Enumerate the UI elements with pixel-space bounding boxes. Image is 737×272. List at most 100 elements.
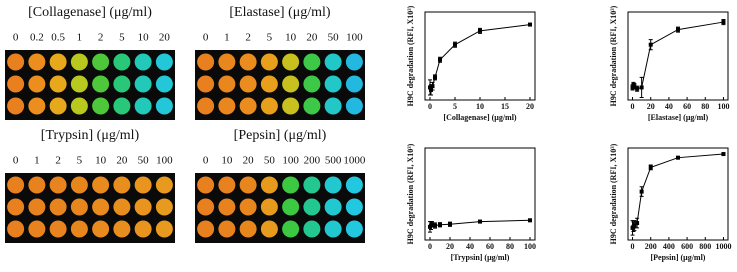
well — [134, 220, 152, 238]
concentration-label: 10 — [95, 155, 107, 167]
data-point — [453, 42, 457, 47]
well — [7, 53, 25, 71]
well — [70, 75, 88, 93]
well — [134, 198, 152, 216]
concentration-label: 100 — [282, 155, 299, 167]
data-point — [676, 155, 680, 160]
x-axis-label: [Elastase] (μg/ml) — [648, 113, 709, 122]
well — [49, 75, 67, 93]
well — [155, 53, 173, 71]
data-point — [632, 84, 637, 89]
concentration-label: 0 — [13, 32, 19, 44]
concentration-label: 1 — [77, 32, 83, 44]
concentration-label: 100 — [156, 155, 173, 167]
plate-title: [Elastase] (μg/ml) — [229, 5, 331, 20]
data-point — [639, 189, 644, 194]
concentration-label: 1 — [34, 155, 40, 167]
plot-frame — [424, 11, 536, 101]
concentration-label: 1000 — [343, 155, 366, 167]
well — [324, 53, 342, 71]
well — [113, 220, 131, 238]
well — [303, 97, 321, 115]
x-tick-label: 100 — [717, 102, 729, 111]
concentration-label: 2 — [55, 155, 61, 167]
well — [197, 176, 215, 194]
well — [49, 53, 67, 71]
well — [218, 220, 236, 238]
x-axis-label: [Collagenase] (μg/ml) — [443, 113, 517, 122]
plot-frame — [627, 147, 729, 241]
well — [303, 176, 321, 194]
data-point — [635, 221, 640, 226]
data-point — [632, 223, 637, 228]
x-tick-label: 20 — [647, 102, 655, 111]
concentration-label: 2 — [245, 32, 251, 44]
well — [345, 198, 363, 216]
concentration-label: 10 — [285, 32, 297, 44]
data-point — [635, 86, 640, 91]
well — [7, 220, 25, 238]
well — [239, 220, 257, 238]
well — [70, 198, 88, 216]
x-tick-label: 400 — [663, 242, 675, 251]
well — [92, 97, 110, 115]
data-point — [433, 223, 437, 228]
well — [282, 75, 300, 93]
well — [282, 53, 300, 71]
well — [155, 198, 173, 216]
x-tick-label: 40 — [665, 102, 673, 111]
data-point — [430, 222, 434, 227]
well — [239, 198, 257, 216]
data-point — [639, 85, 644, 90]
well — [28, 220, 46, 238]
concentration-label: 50 — [328, 32, 340, 44]
well — [197, 97, 215, 115]
data-point — [478, 219, 482, 224]
well — [134, 176, 152, 194]
well — [155, 97, 173, 115]
concentration-label: 0.2 — [30, 32, 44, 44]
concentration-label: 200 — [304, 155, 321, 167]
concentration-label: 20 — [159, 32, 171, 44]
data-point — [721, 20, 726, 25]
well — [155, 75, 173, 93]
well — [239, 176, 257, 194]
concentration-label: 1 — [224, 32, 230, 44]
data-point — [448, 222, 452, 227]
well — [113, 75, 131, 93]
well — [282, 198, 300, 216]
y-axis-label: H9C degradation (RFI, X10³) — [406, 143, 415, 244]
data-point — [478, 28, 482, 33]
concentration-label: 5 — [77, 155, 83, 167]
well — [239, 53, 257, 71]
well — [303, 75, 321, 93]
well — [260, 97, 278, 115]
x-tick-label: 0 — [631, 102, 635, 111]
well — [7, 75, 25, 93]
well — [324, 220, 342, 238]
well — [260, 198, 278, 216]
well — [7, 176, 25, 194]
well — [155, 176, 173, 194]
concentration-label: 5 — [119, 32, 125, 44]
x-tick-label: 80 — [701, 102, 709, 111]
x-tick-label: 0 — [428, 242, 432, 251]
well — [113, 53, 131, 71]
x-tick-label: 20 — [526, 102, 534, 111]
well — [218, 198, 236, 216]
well — [28, 97, 46, 115]
data-point — [428, 85, 432, 90]
well — [70, 53, 88, 71]
well — [218, 53, 236, 71]
well — [197, 75, 215, 93]
well — [260, 53, 278, 71]
data-point — [648, 165, 653, 170]
well — [282, 220, 300, 238]
well — [324, 75, 342, 93]
well — [70, 97, 88, 115]
well — [345, 75, 363, 93]
well — [303, 198, 321, 216]
well — [324, 176, 342, 194]
y-axis-label: H9C degradation (RFI, X10³) — [406, 5, 415, 106]
